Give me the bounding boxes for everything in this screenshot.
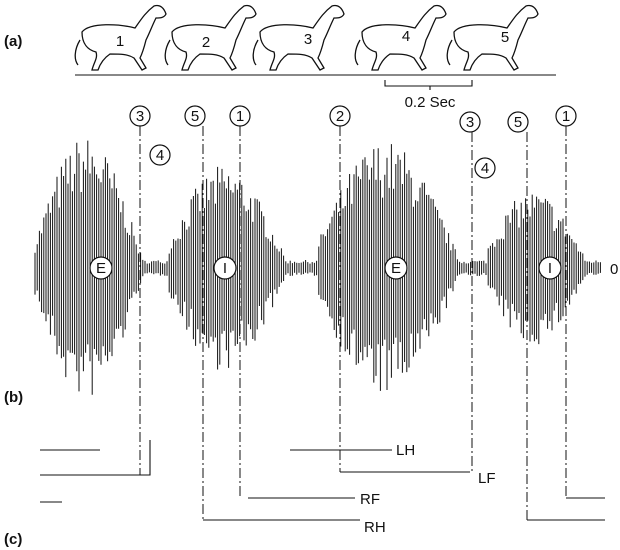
footfall-circle bbox=[149, 144, 171, 166]
phase-circle bbox=[538, 256, 562, 280]
phase-circle bbox=[89, 256, 113, 280]
horse-number: 1 bbox=[116, 33, 124, 50]
footfall-circle bbox=[229, 105, 251, 127]
limb-label: RF bbox=[360, 491, 380, 508]
footfall-number: 1 bbox=[562, 108, 570, 125]
phase-label: I bbox=[548, 260, 552, 277]
footfall-number: 3 bbox=[136, 108, 144, 125]
footfall-circle bbox=[474, 157, 496, 179]
phase-label: E bbox=[391, 260, 401, 277]
footfall-number: 4 bbox=[156, 147, 164, 164]
horse-icon bbox=[354, 4, 447, 71]
horse-number: 5 bbox=[501, 29, 509, 46]
panel-label: (a) bbox=[4, 33, 22, 50]
footfall-number: 5 bbox=[514, 114, 522, 131]
footfall-markers: 3 4 5 1 2 3 4 5 1 bbox=[129, 105, 577, 179]
phase-circle bbox=[213, 256, 237, 280]
limb-label: LH bbox=[396, 442, 415, 459]
horse-number: 2 bbox=[202, 34, 210, 51]
scale-label: 0.2 Sec bbox=[405, 94, 456, 111]
phase-label: E bbox=[96, 260, 106, 277]
baseline-label: 0 bbox=[610, 261, 618, 278]
panel-label: (c) bbox=[4, 531, 22, 548]
waveform bbox=[34, 140, 601, 395]
horse-icon bbox=[164, 4, 257, 71]
horse-number: 4 bbox=[402, 28, 410, 45]
footfall-circle bbox=[555, 105, 577, 127]
limb-label: LF bbox=[478, 470, 496, 487]
scale-bracket bbox=[384, 80, 473, 90]
horses: 1 2 3 4 5 bbox=[74, 4, 556, 76]
footfall-circle bbox=[329, 105, 351, 127]
footfall-number: 2 bbox=[336, 108, 344, 125]
footfall-circle bbox=[184, 105, 206, 127]
footfall-circle bbox=[129, 105, 151, 127]
footfall-circle bbox=[507, 111, 529, 133]
phase-circle bbox=[384, 256, 408, 280]
horse-icon bbox=[446, 4, 539, 71]
footfall-number: 3 bbox=[466, 114, 474, 131]
horse-number: 3 bbox=[304, 31, 312, 48]
footfall-number: 5 bbox=[191, 108, 199, 125]
footfall-lines bbox=[40, 126, 605, 521]
limb-label: RH bbox=[364, 519, 386, 536]
footfall-circle bbox=[459, 111, 481, 133]
footfall-number: 4 bbox=[481, 160, 489, 177]
horse-icon bbox=[252, 4, 345, 71]
phase-label: I bbox=[223, 260, 227, 277]
panel-label: (b) bbox=[4, 389, 23, 406]
footfall-number: 1 bbox=[236, 108, 244, 125]
